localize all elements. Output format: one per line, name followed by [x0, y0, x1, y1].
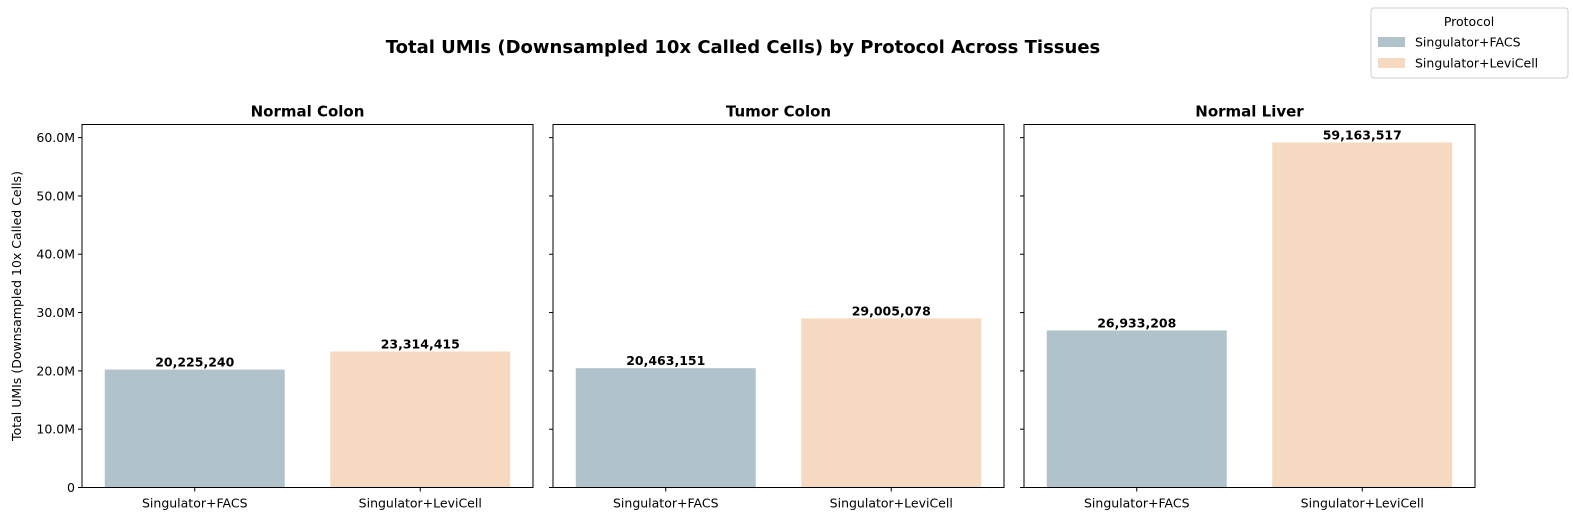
x-tick-label: Singulator+FACS [613, 496, 719, 511]
bar-value-label: 29,005,078 [852, 303, 931, 318]
panel-0: Normal Colon 0 10.0M 20.0M 30.0M 40.0M 50.0M 60… [36, 103, 534, 511]
axes-frame [1023, 124, 1476, 488]
axes-frame [81, 124, 534, 488]
bar-singulator-levicell [1272, 142, 1453, 488]
legend-title: Protocol [1444, 14, 1494, 29]
bar-singulator-facs [575, 368, 756, 488]
x-tick-label: Singulator+LeviCell [1301, 496, 1424, 511]
bar-value-label: 59,163,517 [1323, 127, 1402, 142]
y-tick-label: 30.0M [36, 305, 75, 320]
y-tick-label: 40.0M [36, 247, 75, 262]
panel-1: Tumor Colon 20,463,151 Singulator+FACS 29,0… [549, 103, 1005, 511]
bar-value-label: 20,463,151 [626, 353, 705, 368]
panel-title: Tumor Colon [726, 103, 831, 121]
chart-panels: Normal Colon 0 10.0M 20.0M 30.0M 40.0M 50.0M 60… [36, 103, 1476, 511]
bar-singulator-facs [1046, 330, 1227, 488]
y-axis-label: Total UMIs (Downsampled 10x Called Cells… [9, 171, 24, 442]
panel-title: Normal Colon [251, 103, 365, 121]
chart-title: Total UMIs (Downsampled 10x Called Cells… [386, 37, 1101, 58]
legend: Protocol Singulator+FACS Singulator+LeviC… [1370, 7, 1569, 79]
legend-frame [1370, 7, 1569, 79]
x-tick-label: Singulator+FACS [1084, 496, 1190, 511]
bar-singulator-levicell [801, 318, 982, 488]
legend-swatch [1378, 37, 1405, 47]
bar-value-label: 23,314,415 [381, 337, 460, 352]
legend-entry-label: Singulator+LeviCell [1415, 56, 1538, 71]
bar-value-label: 20,225,240 [155, 355, 234, 370]
bar-singulator-levicell [330, 351, 511, 488]
y-tick-label: 20.0M [36, 363, 75, 378]
bar-singulator-facs [104, 369, 285, 488]
axes-frame [552, 124, 1005, 488]
legend-entry-label: Singulator+FACS [1415, 35, 1521, 50]
x-tick-label: Singulator+LeviCell [830, 496, 953, 511]
y-tick-label: 50.0M [36, 188, 75, 203]
bar-value-label: 26,933,208 [1097, 315, 1176, 330]
x-tick-label: Singulator+LeviCell [359, 496, 482, 511]
y-tick-label: 10.0M [36, 422, 75, 437]
y-tick-label: 60.0M [36, 130, 75, 145]
y-tick-label: 0 [67, 480, 75, 495]
x-tick-label: Singulator+FACS [142, 496, 248, 511]
legend-swatch [1378, 58, 1405, 68]
panel-title: Normal Liver [1195, 103, 1304, 121]
panel-2: Normal Liver 26,933,208 Singulator+FACS 59,… [1020, 103, 1476, 511]
